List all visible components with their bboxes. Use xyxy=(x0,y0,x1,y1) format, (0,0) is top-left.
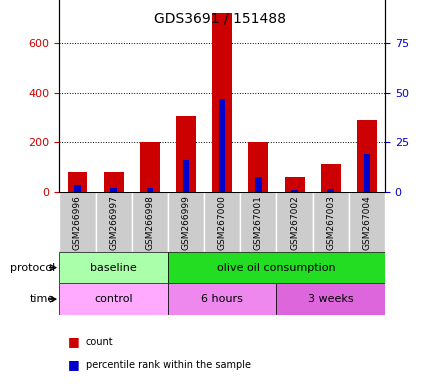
Bar xyxy=(276,283,385,315)
Text: olive oil consumption: olive oil consumption xyxy=(217,263,336,273)
Bar xyxy=(349,192,385,252)
Bar xyxy=(59,192,95,252)
Text: GSM267004: GSM267004 xyxy=(363,195,371,250)
Bar xyxy=(183,160,189,192)
Bar xyxy=(327,189,334,192)
Text: GDS3691 / 151488: GDS3691 / 151488 xyxy=(154,12,286,25)
Text: time: time xyxy=(30,294,55,304)
Bar xyxy=(147,188,153,192)
Text: count: count xyxy=(86,337,114,347)
Text: GSM267000: GSM267000 xyxy=(218,195,227,250)
Bar xyxy=(255,177,262,192)
Text: 3 weeks: 3 weeks xyxy=(308,294,354,304)
Text: GSM266996: GSM266996 xyxy=(73,195,82,250)
Text: GSM266998: GSM266998 xyxy=(145,195,154,250)
Bar xyxy=(140,142,160,192)
Bar xyxy=(291,190,298,192)
Text: GSM266999: GSM266999 xyxy=(182,195,191,250)
Text: percentile rank within the sample: percentile rank within the sample xyxy=(86,360,251,370)
Bar xyxy=(321,164,341,192)
Text: GSM267002: GSM267002 xyxy=(290,195,299,250)
Text: 6 hours: 6 hours xyxy=(201,294,243,304)
Bar xyxy=(240,192,276,252)
Bar xyxy=(104,172,124,192)
Bar xyxy=(68,172,88,192)
Bar xyxy=(168,283,276,315)
Bar xyxy=(357,120,377,192)
Bar xyxy=(176,116,196,192)
Bar xyxy=(168,252,385,283)
Bar xyxy=(219,99,225,192)
Bar xyxy=(204,192,240,252)
Text: baseline: baseline xyxy=(90,263,137,273)
Bar xyxy=(110,188,117,192)
Text: GSM267003: GSM267003 xyxy=(326,195,335,250)
Bar xyxy=(313,192,349,252)
Bar xyxy=(276,192,313,252)
Text: GSM267001: GSM267001 xyxy=(254,195,263,250)
Bar xyxy=(212,13,232,192)
Text: control: control xyxy=(94,294,133,304)
Bar xyxy=(168,192,204,252)
Bar xyxy=(59,283,168,315)
Text: ■: ■ xyxy=(68,335,80,348)
Text: ■: ■ xyxy=(68,358,80,371)
Text: protocol: protocol xyxy=(10,263,55,273)
Bar xyxy=(95,192,132,252)
Text: GSM266997: GSM266997 xyxy=(109,195,118,250)
Bar xyxy=(363,154,370,192)
Bar xyxy=(249,142,268,192)
Bar xyxy=(59,252,168,283)
Bar xyxy=(285,177,304,192)
Bar xyxy=(74,185,81,192)
Bar xyxy=(132,192,168,252)
